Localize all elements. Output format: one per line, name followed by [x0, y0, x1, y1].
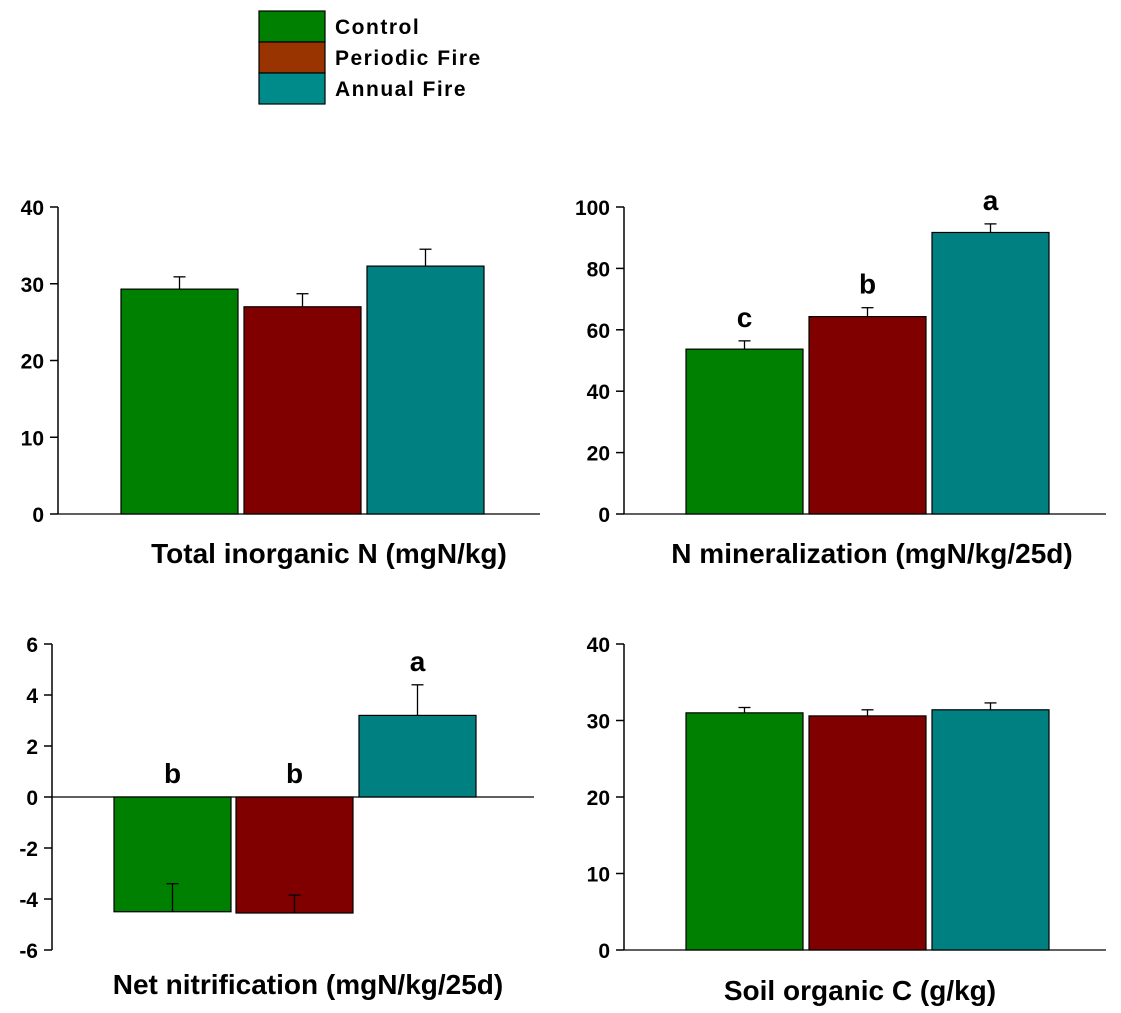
y-tick-label: 40	[21, 197, 44, 220]
significance-letter: a	[983, 185, 999, 216]
y-tick-label: 10	[587, 864, 610, 887]
significance-letter: b	[859, 269, 876, 300]
y-tick-label: 20	[21, 351, 44, 374]
significance-letter: b	[164, 758, 181, 789]
bar-periodic-fire	[808, 715, 927, 951]
x-axis-label: N mineralization (mgN/kg/25d)	[671, 538, 1072, 569]
bar-annual-fire	[931, 709, 1050, 951]
x-axis-label: Soil organic C (g/kg)	[724, 975, 996, 1006]
legend-label-0: Control	[335, 16, 420, 39]
panel-total-inorganic-n: 0 10 20 30 40 Total inorganic N (mgN/kg)	[21, 197, 540, 569]
significance-letter: b	[286, 758, 303, 789]
bar-annual-fire	[931, 231, 1050, 515]
y-tick-label: 10	[21, 427, 44, 450]
legend-label-1: Periodic Fire	[335, 47, 482, 70]
significance-letter: c	[737, 302, 753, 333]
y-tick-label: 100	[575, 197, 610, 220]
bar-annual-fire	[366, 265, 485, 515]
bar-periodic-fire	[808, 315, 927, 515]
panel-n-mineralization: 0 20 40 60 80 100 c b a N mineralization (mgN/kg/…	[575, 185, 1106, 569]
y-tick-label: 20	[587, 443, 610, 466]
bar-periodic-fire	[235, 796, 354, 914]
significance-letter: a	[410, 646, 426, 677]
y-tick-label: -4	[19, 889, 38, 912]
y-tick-label: 0	[598, 504, 610, 527]
y-tick-label: 60	[587, 320, 610, 343]
y-tick-label: 0	[26, 787, 38, 810]
legend-swatch-0	[258, 10, 326, 43]
panel-soil-organic-c: 0 10 20 30 40 Soil organic C (g/kg)	[587, 634, 1106, 1006]
y-tick-label: 4	[26, 685, 38, 708]
y-tick-label: 20	[587, 787, 610, 810]
y-tick-label: 30	[21, 274, 44, 297]
bar-periodic-fire	[243, 306, 362, 515]
x-axis-label: Net nitrification (mgN/kg/25d)	[113, 969, 503, 1000]
y-tick-label: -2	[19, 838, 38, 861]
legend: Control Periodic Fire Annual Fire	[258, 10, 482, 105]
y-tick-label: 80	[587, 258, 610, 281]
bar-annual-fire	[358, 714, 477, 798]
y-tick-label: 6	[26, 634, 38, 657]
panel-net-nitrification: -6 -4 -2 0 2 4 6 b b a Net nitrification (mgN/kg/2…	[19, 634, 534, 1000]
y-tick-label: 40	[587, 381, 610, 404]
bar-control	[120, 288, 239, 515]
x-axis-label: Total inorganic N (mgN/kg)	[151, 538, 507, 569]
y-tick-label: 30	[587, 711, 610, 734]
legend-swatch-2	[258, 72, 326, 105]
legend-swatch-1	[258, 41, 326, 74]
y-tick-label: 2	[26, 736, 38, 759]
y-tick-label: 0	[598, 940, 610, 963]
y-tick-label: -6	[19, 940, 38, 963]
bar-control	[685, 712, 804, 951]
legend-label-2: Annual Fire	[335, 78, 467, 101]
bar-control	[685, 348, 804, 515]
y-tick-label: 0	[32, 504, 44, 527]
y-tick-label: 40	[587, 634, 610, 657]
